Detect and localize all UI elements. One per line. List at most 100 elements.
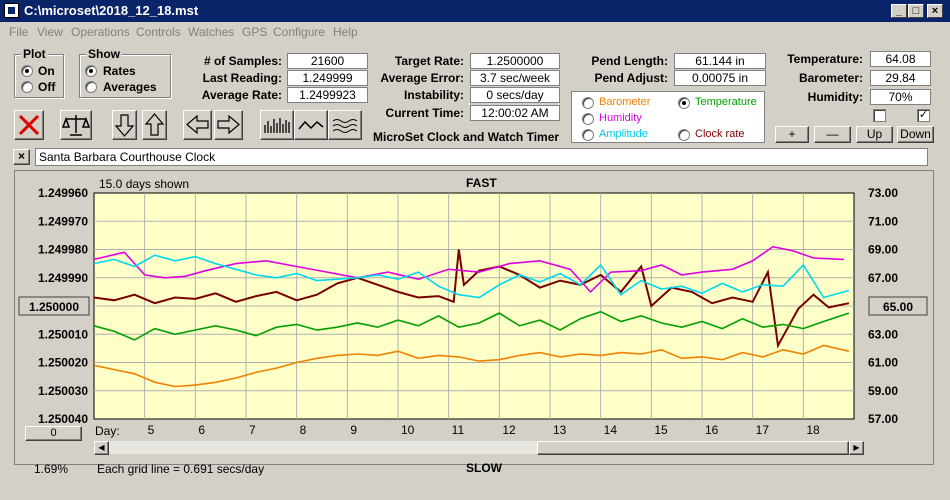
x-tick-label: 5 bbox=[148, 423, 155, 437]
menu-configure[interactable]: Configure bbox=[273, 25, 326, 39]
x-tick-label: 14 bbox=[604, 423, 618, 437]
maximize-button[interactable]: □ bbox=[908, 4, 924, 18]
menu-help[interactable]: Help bbox=[333, 25, 358, 39]
minus-button[interactable]: — bbox=[814, 126, 851, 143]
up-button[interactable]: Up bbox=[856, 126, 893, 143]
app-icon bbox=[4, 3, 19, 18]
menu-view[interactable]: View bbox=[37, 25, 63, 39]
left-axis-tick-label: 1.250010 bbox=[38, 327, 88, 341]
show-averages-label: Averages bbox=[103, 80, 157, 94]
x-tick-label: 17 bbox=[756, 423, 770, 437]
average-error-field: 3.7 sec/week bbox=[470, 70, 560, 86]
left-axis-tick-label: 1.249990 bbox=[38, 271, 88, 285]
current-time-field: 12:00:02 AM bbox=[470, 105, 560, 121]
balance-button[interactable] bbox=[60, 110, 92, 140]
clear-clock-button[interactable]: × bbox=[13, 149, 30, 165]
x-tick-label: 13 bbox=[553, 423, 567, 437]
barometer-option-label: Barometer bbox=[599, 96, 651, 108]
pend-length-field: 61.144 in bbox=[674, 53, 766, 69]
show-rates-label: Rates bbox=[103, 64, 136, 78]
plot-off-radio[interactable] bbox=[21, 81, 33, 93]
day-label: Day: bbox=[95, 424, 120, 438]
up-arrow-button[interactable] bbox=[142, 110, 167, 140]
left-center-box bbox=[18, 296, 90, 316]
down-arrow-button[interactable] bbox=[112, 110, 137, 140]
title-bar: C:\microset\2018_12_18.mst _ □ × bbox=[0, 0, 950, 22]
right-axis-tick-label: 61.00 bbox=[868, 356, 898, 370]
show-rates-radio[interactable] bbox=[85, 65, 97, 77]
series-line-temperature bbox=[93, 310, 850, 341]
barometer-label: Barometer: bbox=[798, 71, 863, 85]
left-axis-tick-label: 1.250040 bbox=[38, 412, 88, 426]
menu-bar: File View Operations Controls Watches GP… bbox=[0, 22, 950, 42]
x-tick-label: 10 bbox=[401, 423, 415, 437]
bar-graph-icon bbox=[264, 118, 290, 133]
chart-panel: 1.249960 73.00 1.249970 71.00 1.249980 69.00 1… bbox=[14, 170, 934, 475]
series-line-clock_rate bbox=[93, 249, 850, 349]
x-tick-label: 12 bbox=[502, 423, 516, 437]
x-tick-label: 6 bbox=[198, 423, 205, 437]
menu-operations[interactable]: Operations bbox=[71, 25, 130, 39]
menu-file[interactable]: File bbox=[9, 25, 29, 39]
grid-note-label: Each grid line = 0.691 secs/day bbox=[97, 462, 265, 476]
x-tick-label: 7 bbox=[249, 423, 256, 437]
series-line-amplitude bbox=[93, 254, 850, 299]
clock-name-field[interactable]: Santa Barbara Courthouse Clock bbox=[35, 148, 928, 166]
right-arrow-button[interactable] bbox=[214, 110, 243, 140]
triangle-left-icon: ◀ bbox=[98, 443, 105, 452]
humidity-field: 70% bbox=[870, 89, 931, 105]
plot-group-title: Plot bbox=[21, 47, 48, 61]
menu-watches[interactable]: Watches bbox=[188, 25, 235, 39]
minimize-button[interactable]: _ bbox=[891, 4, 907, 18]
multi-wave-button[interactable] bbox=[328, 110, 362, 140]
scroll-right-button[interactable]: ▶ bbox=[849, 441, 864, 455]
show-averages-radio[interactable] bbox=[85, 81, 97, 93]
plus-button[interactable]: + bbox=[775, 126, 809, 143]
right-axis-tick-label: 73.00 bbox=[868, 186, 898, 200]
right-axis-tick-label: 59.00 bbox=[868, 384, 898, 398]
right-checkbox-checked[interactable]: ✓ bbox=[917, 109, 930, 122]
wave-graph-button[interactable] bbox=[294, 110, 328, 140]
right-axis-tick-label: 57.00 bbox=[868, 412, 898, 426]
temperature-radio[interactable] bbox=[678, 97, 690, 109]
x-tick-label: 15 bbox=[654, 423, 668, 437]
menu-gps[interactable]: GPS bbox=[242, 25, 268, 39]
right-axis-tick-label: 71.00 bbox=[868, 214, 898, 228]
left-axis-tick-label: 1.249970 bbox=[38, 214, 88, 228]
x-tick-label: 11 bbox=[452, 423, 465, 437]
close-window-button[interactable]: × bbox=[927, 4, 943, 18]
show-group: Show bbox=[79, 47, 171, 98]
close-icon: × bbox=[17, 149, 25, 163]
scroll-thumb[interactable] bbox=[537, 441, 849, 455]
clock-rate-radio[interactable] bbox=[678, 129, 690, 141]
clock-rate-option-label: Clock rate bbox=[695, 128, 745, 140]
right-axis-tick-label: 67.00 bbox=[868, 271, 898, 285]
samples-field: 21600 bbox=[287, 53, 368, 69]
left-arrow-button[interactable] bbox=[183, 110, 212, 140]
left-checkbox[interactable] bbox=[873, 109, 886, 122]
average-error-label: Average Error: bbox=[380, 71, 464, 85]
reset-zero-button[interactable]: 0 bbox=[25, 426, 82, 441]
scroll-left-button[interactable]: ◀ bbox=[94, 441, 109, 455]
down-button[interactable]: Down bbox=[897, 126, 934, 143]
left-axis-tick-label: 1.249960 bbox=[38, 186, 88, 200]
plot-off-label: Off bbox=[38, 80, 56, 94]
menu-controls[interactable]: Controls bbox=[136, 25, 181, 39]
humidity-radio[interactable] bbox=[582, 113, 594, 125]
plot-on-label: On bbox=[38, 64, 55, 78]
instability-field: 0 secs/day bbox=[470, 87, 560, 103]
horizontal-scrollbar[interactable]: ◀ ▶ bbox=[93, 440, 865, 455]
series-line-barometer bbox=[93, 344, 850, 388]
stop-x-button[interactable] bbox=[14, 110, 44, 140]
amplitude-radio[interactable] bbox=[582, 129, 594, 141]
barometer-radio[interactable] bbox=[582, 97, 594, 109]
plot-group: Plot bbox=[14, 47, 64, 98]
triangle-right-icon: ▶ bbox=[853, 443, 860, 452]
plot-on-radio[interactable] bbox=[21, 65, 33, 77]
left-axis-tick-label: 1.249980 bbox=[38, 243, 88, 257]
arrow-left-icon bbox=[186, 114, 209, 135]
bar-graph-button[interactable] bbox=[260, 110, 294, 140]
right-axis-tick-label: 63.00 bbox=[868, 327, 898, 341]
arrow-right-icon bbox=[217, 114, 240, 135]
app-name-label: MicroSet Clock and Watch Timer bbox=[373, 130, 560, 144]
